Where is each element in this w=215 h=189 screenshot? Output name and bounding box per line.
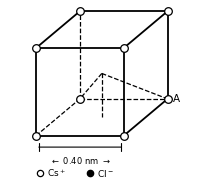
Text: A: A: [173, 94, 180, 104]
Text: Cl$^-$: Cl$^-$: [97, 168, 114, 179]
Text: $\leftarrow$ 0.40 nm $\rightarrow$: $\leftarrow$ 0.40 nm $\rightarrow$: [50, 155, 110, 166]
Text: Cs$^+$: Cs$^+$: [48, 168, 66, 179]
